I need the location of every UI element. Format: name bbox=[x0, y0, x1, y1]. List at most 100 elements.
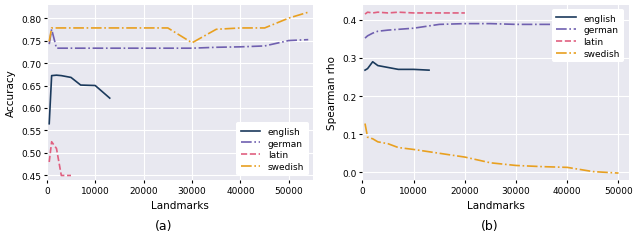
Line: latin: latin bbox=[49, 142, 71, 176]
swedish bbox=[285, 18, 292, 20]
english bbox=[52, 74, 60, 77]
latin bbox=[361, 14, 369, 16]
german bbox=[116, 48, 124, 50]
german bbox=[212, 47, 220, 49]
english bbox=[361, 70, 369, 72]
english bbox=[106, 97, 113, 100]
german bbox=[384, 30, 392, 32]
latin bbox=[45, 161, 53, 164]
german bbox=[538, 24, 545, 27]
swedish bbox=[563, 166, 571, 169]
swedish bbox=[45, 41, 53, 44]
swedish bbox=[614, 172, 622, 175]
swedish bbox=[188, 42, 196, 45]
Line: swedish: swedish bbox=[365, 124, 618, 173]
swedish bbox=[48, 27, 56, 30]
swedish bbox=[52, 27, 60, 30]
Line: german: german bbox=[49, 30, 308, 49]
german bbox=[58, 48, 65, 50]
english bbox=[425, 70, 433, 72]
german bbox=[589, 29, 596, 32]
swedish bbox=[361, 123, 369, 125]
Legend: english, german, latin, swedish: english, german, latin, swedish bbox=[552, 10, 624, 63]
english bbox=[369, 61, 376, 64]
german bbox=[461, 23, 468, 26]
swedish bbox=[58, 27, 65, 30]
german bbox=[486, 23, 494, 26]
latin bbox=[384, 12, 392, 15]
german bbox=[435, 24, 443, 27]
german bbox=[374, 31, 381, 33]
swedish bbox=[140, 27, 147, 30]
swedish bbox=[116, 27, 124, 30]
Line: english: english bbox=[365, 62, 429, 71]
german bbox=[563, 24, 571, 27]
german bbox=[305, 39, 312, 42]
german bbox=[614, 30, 622, 33]
swedish bbox=[364, 136, 371, 139]
latin bbox=[410, 12, 417, 15]
english bbox=[67, 77, 75, 79]
latin bbox=[435, 12, 443, 15]
X-axis label: Landmarks: Landmarks bbox=[151, 200, 209, 210]
Y-axis label: Accuracy: Accuracy bbox=[6, 69, 15, 117]
latin bbox=[364, 12, 371, 15]
german bbox=[92, 48, 99, 50]
english bbox=[384, 67, 392, 70]
latin bbox=[67, 174, 75, 177]
latin bbox=[48, 141, 56, 143]
Line: english: english bbox=[49, 76, 109, 124]
english bbox=[58, 75, 65, 78]
english bbox=[48, 75, 56, 78]
swedish bbox=[237, 27, 244, 30]
Y-axis label: Spearman rho: Spearman rho bbox=[327, 56, 337, 130]
german bbox=[512, 24, 520, 27]
german bbox=[67, 48, 75, 50]
swedish bbox=[486, 162, 494, 164]
swedish bbox=[374, 141, 381, 144]
latin bbox=[369, 12, 376, 15]
latin bbox=[58, 174, 65, 177]
swedish bbox=[394, 146, 402, 149]
swedish bbox=[77, 27, 84, 30]
english bbox=[45, 123, 53, 126]
swedish bbox=[589, 170, 596, 173]
german bbox=[261, 45, 269, 48]
swedish bbox=[538, 165, 545, 168]
swedish bbox=[512, 164, 520, 167]
swedish bbox=[461, 156, 468, 159]
english bbox=[410, 69, 417, 71]
Line: swedish: swedish bbox=[49, 13, 308, 44]
latin bbox=[374, 12, 381, 15]
Legend: english, german, latin, swedish: english, german, latin, swedish bbox=[236, 123, 308, 176]
german bbox=[410, 28, 417, 30]
german bbox=[237, 46, 244, 49]
swedish bbox=[67, 27, 75, 30]
swedish bbox=[305, 12, 312, 15]
german bbox=[394, 29, 402, 32]
german bbox=[364, 35, 371, 38]
german bbox=[77, 48, 84, 50]
german bbox=[188, 48, 196, 50]
latin bbox=[394, 12, 402, 15]
Text: (b): (b) bbox=[481, 219, 499, 231]
latin bbox=[52, 147, 60, 150]
swedish bbox=[410, 149, 417, 151]
german bbox=[361, 38, 369, 40]
german bbox=[285, 40, 292, 43]
swedish bbox=[164, 27, 172, 30]
english bbox=[364, 68, 371, 71]
latin bbox=[461, 12, 468, 15]
english bbox=[374, 65, 381, 68]
Text: (a): (a) bbox=[154, 219, 172, 231]
swedish bbox=[92, 27, 99, 30]
german bbox=[164, 48, 172, 50]
swedish bbox=[212, 29, 220, 32]
Line: german: german bbox=[365, 24, 618, 39]
X-axis label: Landmarks: Landmarks bbox=[467, 200, 525, 210]
german bbox=[45, 44, 53, 46]
german bbox=[369, 33, 376, 35]
german bbox=[52, 48, 60, 50]
german bbox=[140, 48, 147, 50]
swedish bbox=[435, 152, 443, 155]
